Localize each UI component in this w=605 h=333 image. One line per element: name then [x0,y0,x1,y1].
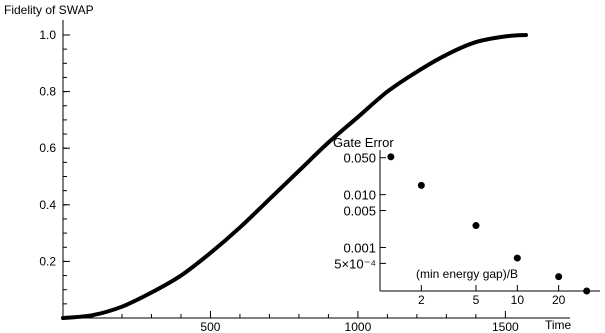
inset-data-point [513,254,521,262]
main-y-tick-label: 1.0 [39,28,56,42]
inset-y-tick-label: 0.050 [343,151,376,166]
inset-y-tick-label: 0.001 [343,240,376,255]
main-y-tick-label: 0.8 [39,85,56,99]
inset-x-tick-label: 2 [418,293,425,307]
main-x-tick-label: 1000 [345,320,372,333]
main-x-axis-label: Time [545,318,572,332]
inset-chart: Gate Error (min energy gap)/B 0.050 0.010… [333,135,600,307]
fidelity-curve [61,33,528,320]
main-chart: Fidelity of SWAP Time 0.20.40.60.81.0 50… [4,3,572,333]
inset-x-axis-label: (min energy gap)/B [416,267,518,281]
inset-x-tick-label: 5 [473,293,480,307]
inset-data-point [387,153,395,161]
main-y-tick-label: 0.4 [39,198,56,212]
main-y-tick-label: 0.6 [39,141,56,155]
inset-data-point [417,181,425,189]
inset-x-tick-label: 10 [511,293,525,307]
main-y-axis-label: Fidelity of SWAP [4,3,94,17]
main-x-tick-label: 500 [200,320,220,333]
inset-y-tick-label: 5×10⁻⁴ [334,256,376,271]
main-y-tick-label: 0.2 [39,254,56,268]
inset-data-point [472,222,480,230]
main-x-tick-label: 1500 [492,320,519,333]
inset-data-point [583,287,591,295]
inset-data-point [555,273,563,281]
inset-y-tick-label: 0.010 [343,188,376,203]
inset-y-tick-label: 0.005 [343,204,376,219]
inset-x-tick-label: 20 [552,293,566,307]
inset-title: Gate Error [333,135,394,150]
